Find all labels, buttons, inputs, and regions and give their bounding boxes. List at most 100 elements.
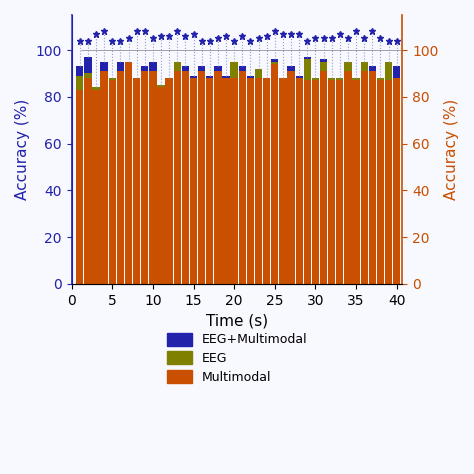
Bar <box>287 71 295 284</box>
Bar <box>222 76 230 284</box>
Bar <box>157 85 164 284</box>
Bar <box>361 62 368 284</box>
Bar <box>255 69 262 284</box>
Bar <box>344 66 352 284</box>
Bar <box>377 81 384 284</box>
Bar <box>304 57 311 284</box>
Bar <box>165 90 173 284</box>
Bar <box>393 66 401 284</box>
Y-axis label: Accuracy (%): Accuracy (%) <box>15 99 30 200</box>
Bar <box>344 62 352 284</box>
Bar <box>198 71 205 284</box>
Bar <box>312 90 319 284</box>
Bar <box>255 78 262 284</box>
Bar <box>76 90 83 284</box>
Bar <box>328 81 335 284</box>
Bar <box>92 90 100 284</box>
Bar <box>352 78 360 284</box>
Bar <box>263 81 270 284</box>
Bar <box>377 78 384 284</box>
Bar <box>344 71 352 284</box>
Bar <box>141 71 148 284</box>
Bar <box>117 71 124 284</box>
Bar <box>133 78 140 284</box>
Bar <box>328 90 335 284</box>
Bar <box>271 59 278 284</box>
Bar <box>320 59 327 284</box>
Bar <box>100 71 108 284</box>
X-axis label: Time (s): Time (s) <box>206 313 268 328</box>
Bar <box>271 64 278 284</box>
Bar <box>295 78 303 284</box>
Bar <box>84 78 91 284</box>
Bar <box>117 62 124 284</box>
Bar <box>72 15 80 50</box>
Bar <box>182 71 189 284</box>
Bar <box>393 78 401 284</box>
Bar <box>149 71 156 284</box>
Bar <box>352 81 360 284</box>
Bar <box>206 78 213 284</box>
Bar <box>230 62 238 284</box>
Legend: EEG+Multimodal, EEG, Multimodal: EEG+Multimodal, EEG, Multimodal <box>162 328 312 389</box>
Bar <box>214 71 221 284</box>
Bar <box>117 71 124 284</box>
Bar <box>109 81 116 284</box>
Bar <box>182 66 189 284</box>
Bar <box>173 66 181 284</box>
Bar <box>182 71 189 284</box>
Bar <box>385 81 392 284</box>
Bar <box>133 90 140 284</box>
Bar <box>141 66 148 284</box>
Bar <box>109 94 116 284</box>
Bar <box>393 78 401 284</box>
Bar <box>198 71 205 284</box>
Bar <box>125 62 132 284</box>
Bar <box>271 62 278 284</box>
Bar <box>230 78 238 284</box>
Bar <box>336 81 344 284</box>
Bar <box>100 71 108 284</box>
Bar <box>125 64 132 284</box>
Bar <box>230 66 238 284</box>
Bar <box>279 78 287 284</box>
Bar <box>92 88 100 284</box>
Bar <box>125 62 132 284</box>
Bar <box>190 76 197 284</box>
Bar <box>100 62 108 284</box>
Bar <box>222 78 230 284</box>
Bar <box>328 78 335 284</box>
Bar <box>361 66 368 284</box>
Bar <box>238 71 246 284</box>
Bar <box>190 78 197 284</box>
Bar <box>377 90 384 284</box>
Bar <box>173 71 181 284</box>
Bar <box>173 62 181 284</box>
Bar <box>84 57 91 284</box>
Bar <box>295 78 303 284</box>
Bar <box>109 78 116 284</box>
Bar <box>214 66 221 284</box>
Bar <box>263 78 270 284</box>
Bar <box>279 78 287 284</box>
Bar <box>320 62 327 284</box>
Bar <box>247 78 254 284</box>
Bar <box>206 76 213 284</box>
Bar <box>165 81 173 284</box>
Bar <box>369 71 376 284</box>
Bar <box>198 66 205 284</box>
Bar <box>336 78 344 284</box>
Bar <box>238 66 246 284</box>
Bar <box>287 71 295 284</box>
Bar <box>206 78 213 284</box>
Bar <box>141 71 148 284</box>
Bar <box>279 81 287 284</box>
Bar <box>76 66 83 284</box>
Bar <box>157 88 164 284</box>
Bar <box>369 66 376 284</box>
Bar <box>336 90 344 284</box>
Bar <box>84 73 91 284</box>
Bar <box>312 78 319 284</box>
Bar <box>76 76 83 284</box>
Bar <box>247 76 254 284</box>
